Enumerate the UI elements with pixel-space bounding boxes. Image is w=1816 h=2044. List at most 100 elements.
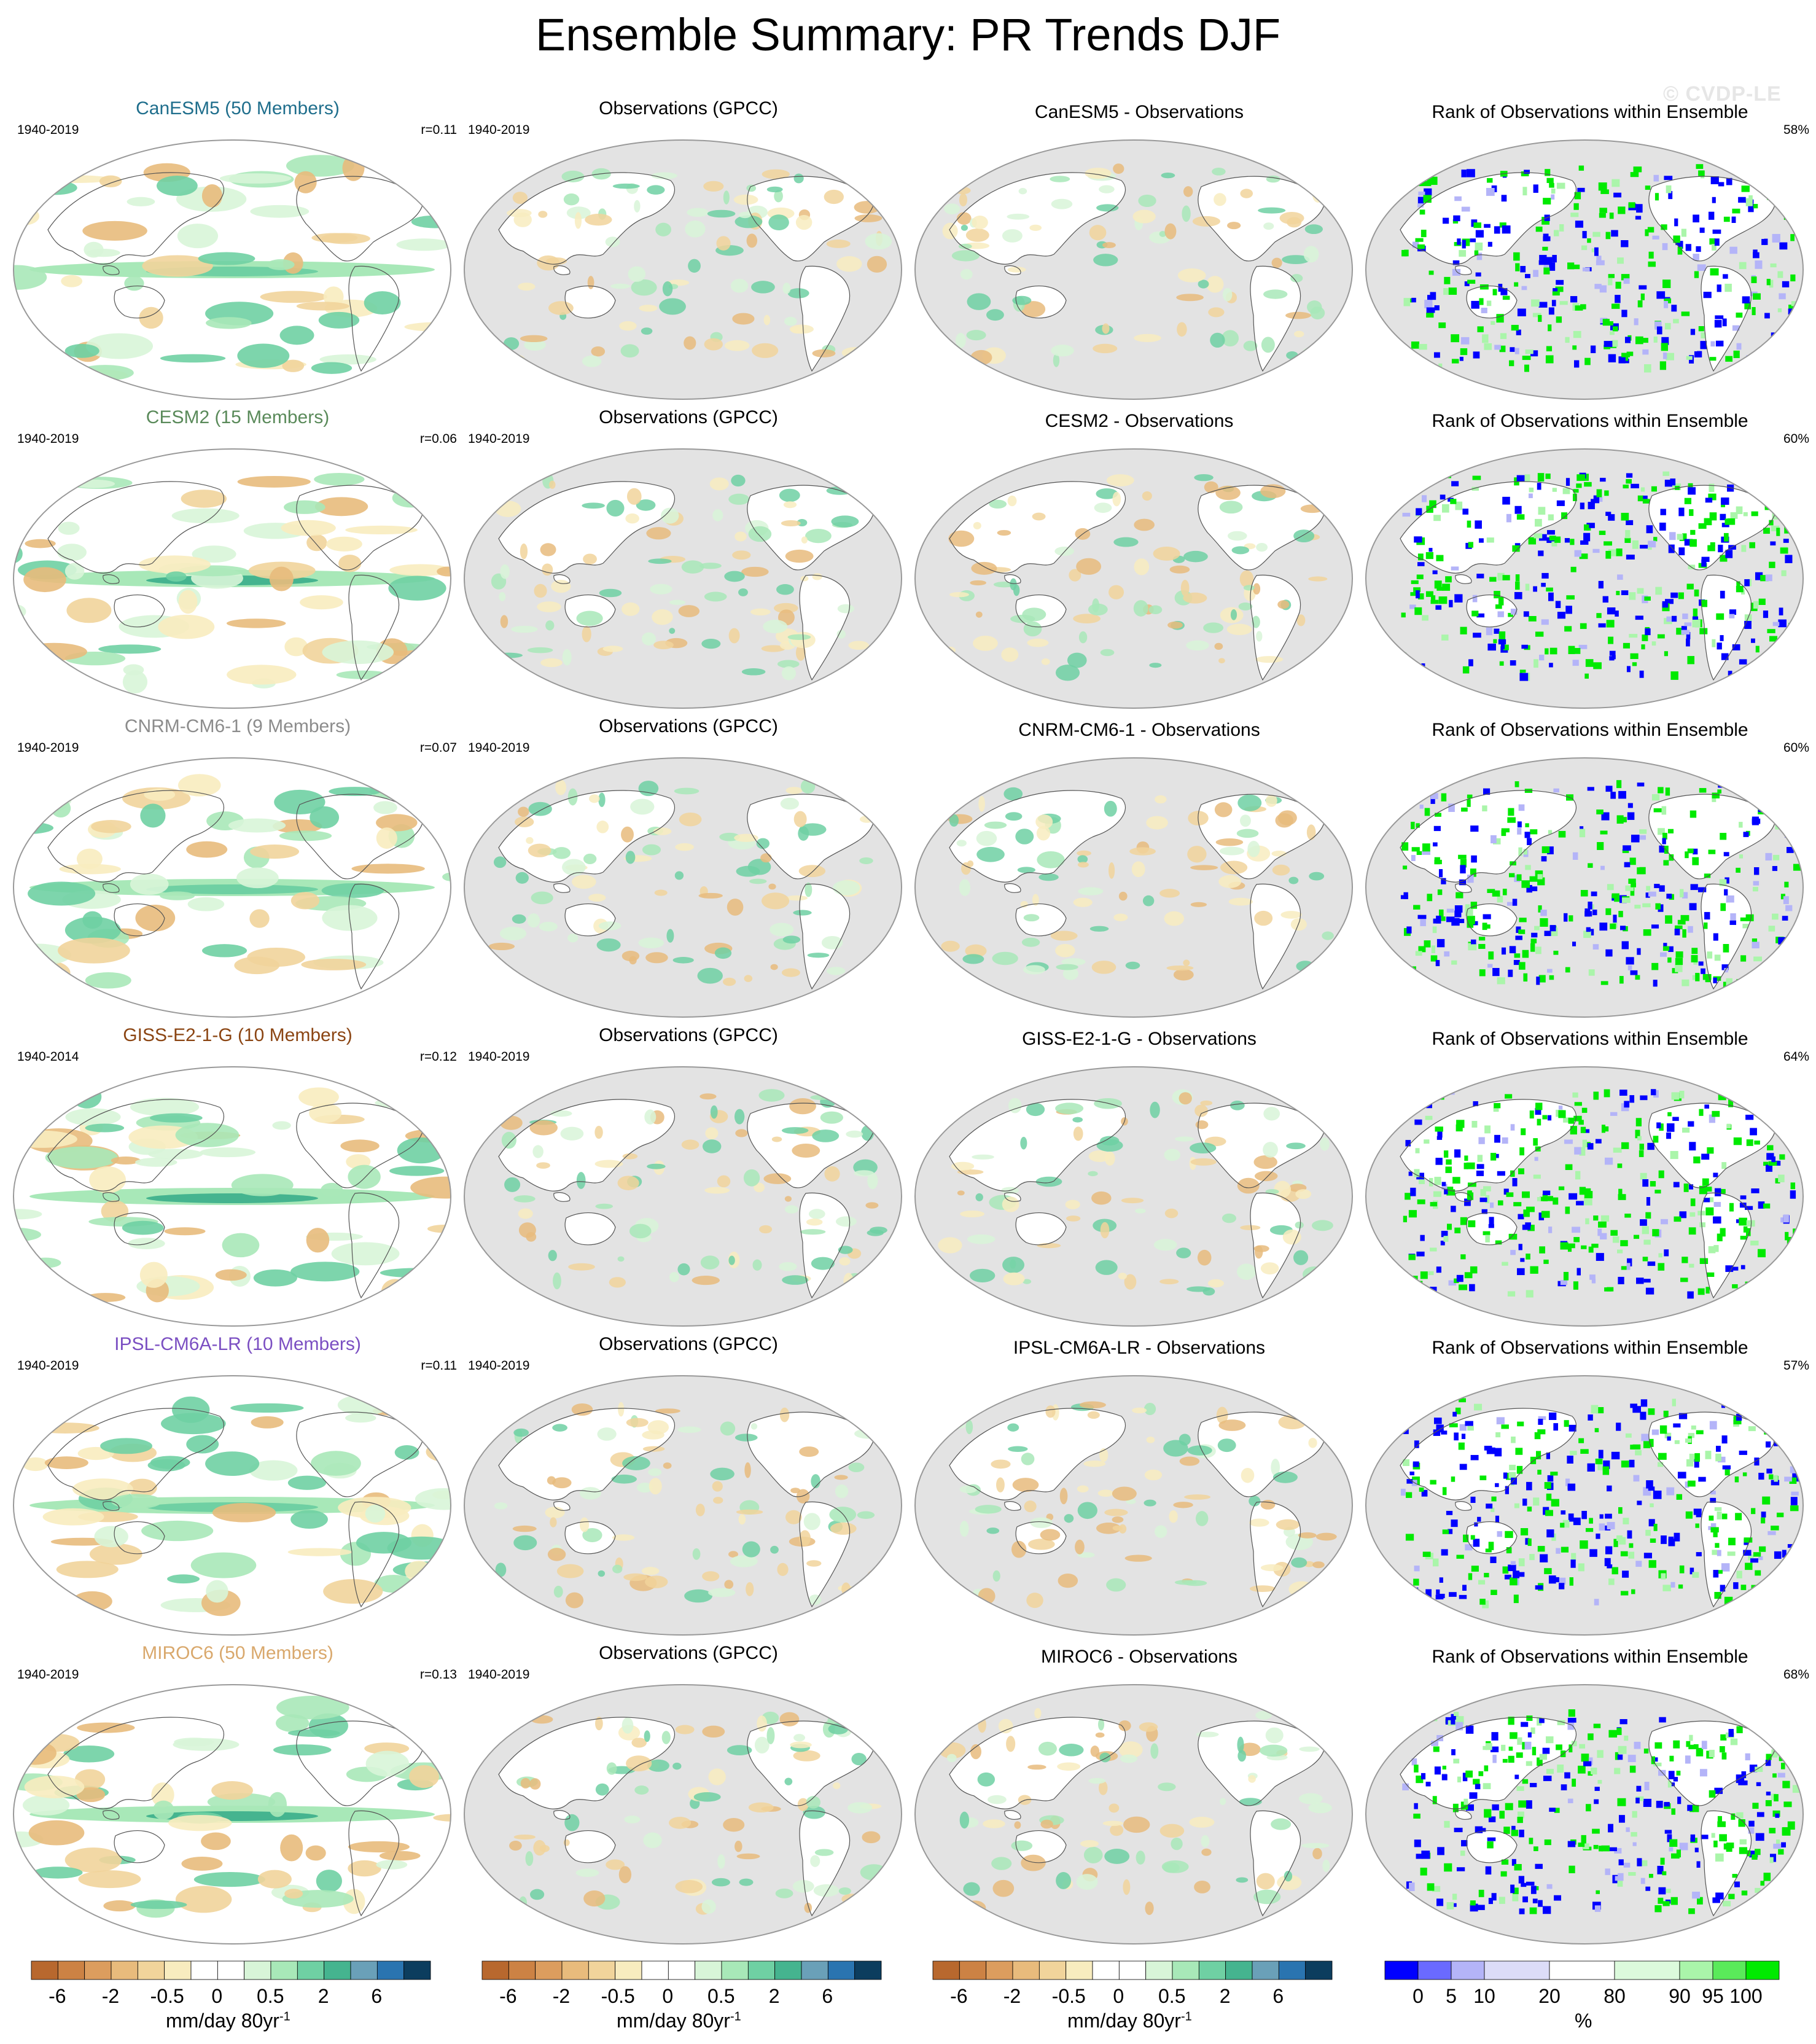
diff-map xyxy=(914,1375,1353,1636)
diff-title: CNRM-CM6-1 - Observations xyxy=(1018,720,1260,740)
colorbar-swatch xyxy=(695,1960,722,1980)
colorbar-swatch xyxy=(1252,1960,1279,1980)
colorbar-swatch xyxy=(959,1960,987,1980)
diff-panel: IPSL-CM6A-LR - Observations xyxy=(913,1334,1366,1643)
colorbar-swatch xyxy=(350,1960,378,1980)
colorbar-tick-label: -6 xyxy=(499,1985,517,2007)
diff-map xyxy=(914,448,1353,709)
rank-map xyxy=(1365,139,1804,400)
colorbar-tick-label: -6 xyxy=(950,1985,968,2007)
obs-panel: Observations (GPCC) 1940-2019 xyxy=(462,716,915,1025)
colorbar-swatch xyxy=(986,1960,1013,1980)
obs-period: 1940-2019 xyxy=(468,1050,530,1064)
diff-panel: CanESM5 - Observations xyxy=(913,98,1366,407)
colorbar-tick-label: 6 xyxy=(371,1985,383,2007)
obs-title: Observations (GPCC) xyxy=(599,407,778,427)
rank-map xyxy=(1365,757,1804,1018)
colorbar-tick-label: -0.5 xyxy=(1051,1985,1086,2007)
rank-title: Rank of Observations within Ensemble xyxy=(1432,1647,1748,1667)
diff-map xyxy=(914,1066,1353,1327)
colorbar-tick-label: 6 xyxy=(1272,1985,1284,2007)
obs-period: 1940-2019 xyxy=(468,1359,530,1373)
model-period: 1940-2019 xyxy=(17,741,79,755)
rank-panel: Rank of Observations within Ensemble 60% xyxy=(1363,716,1816,1025)
colorbar-swatch xyxy=(403,1960,431,1980)
obs-period: 1940-2019 xyxy=(468,123,530,137)
colorbar-swatch xyxy=(270,1960,298,1980)
obs-panel: Observations (GPCC) 1940-2019 xyxy=(462,1334,915,1643)
colorbar-tick-label: -0.5 xyxy=(150,1985,184,2007)
colorbar-tick-label: 0 xyxy=(1113,1985,1124,2007)
obs-title: Observations (GPCC) xyxy=(599,716,778,736)
rank-map xyxy=(1365,1066,1804,1327)
rank-title: Rank of Observations within Ensemble xyxy=(1432,411,1748,431)
colorbar-swatch xyxy=(1451,1960,1485,1980)
diff-map xyxy=(914,757,1353,1018)
trend-colorbar: -6 -2 -0.5 0 0.5 2 6 mm/day 80yr-1 xyxy=(31,1960,431,2032)
colorbar-tick-label: 0.5 xyxy=(707,1985,735,2007)
colorbar-swatch xyxy=(1145,1960,1173,1980)
colorbar-swatch xyxy=(774,1960,802,1980)
rank-title: Rank of Observations within Ensemble xyxy=(1432,720,1748,740)
model-panel: CanESM5 (50 Members) 1940-2019 r=0.11 xyxy=(11,98,464,407)
colorbar-swatch xyxy=(481,1960,509,1980)
colorbar-tick-label: 0 xyxy=(1413,1985,1424,2007)
colorbar-unit: % xyxy=(1575,2010,1592,2032)
colorbar-swatch xyxy=(190,1960,218,1980)
colorbar-swatch xyxy=(1198,1960,1226,1980)
colorbar-swatch xyxy=(217,1960,245,1980)
diff-title: CanESM5 - Observations xyxy=(1034,102,1244,122)
rank-percent: 60% xyxy=(1783,432,1809,446)
colorbar-tick-label: 90 xyxy=(1669,1985,1691,2007)
colorbar-tick-label: -2 xyxy=(1003,1985,1021,2007)
colorbar-swatch xyxy=(31,1960,58,1980)
colorbar-swatch xyxy=(1679,1960,1713,1980)
obs-map xyxy=(464,1066,902,1327)
colorbar-tick-label: 0.5 xyxy=(257,1985,284,2007)
model-title: CanESM5 (50 Members) xyxy=(136,98,340,119)
obs-panel: Observations (GPCC) 1940-2019 xyxy=(462,1025,915,1334)
diff-map xyxy=(914,1684,1353,1945)
pattern-correlation: r=0.06 xyxy=(419,432,457,446)
model-period: 1940-2019 xyxy=(17,1359,79,1373)
colorbar-swatch xyxy=(376,1960,405,1980)
colorbar-tick-label: 2 xyxy=(768,1985,780,2007)
colorbar-swatch xyxy=(641,1960,669,1980)
pattern-correlation: r=0.11 xyxy=(421,1359,457,1373)
model-panel: MIROC6 (50 Members) 1940-2019 r=0.13 xyxy=(11,1643,464,1952)
colorbar-swatch xyxy=(1092,1960,1120,1980)
rank-panel: Rank of Observations within Ensemble 57% xyxy=(1363,1334,1816,1643)
colorbar-swatch xyxy=(615,1960,642,1980)
model-title: CESM2 (15 Members) xyxy=(146,407,330,427)
model-map xyxy=(13,448,451,709)
colorbar-tick-label: 6 xyxy=(822,1985,833,2007)
colorbar-swatch xyxy=(1012,1960,1040,1980)
colorbar-tick-label: 95 xyxy=(1702,1985,1724,2007)
model-map xyxy=(13,1684,451,1945)
colorbar-swatch xyxy=(508,1960,536,1980)
trend-colorbar: -6 -2 -0.5 0 0.5 2 6 mm/day 80yr-1 xyxy=(481,1960,882,2032)
colorbar-swatch xyxy=(1278,1960,1306,1980)
obs-map xyxy=(464,1684,902,1945)
rank-percent: 57% xyxy=(1783,1359,1809,1373)
obs-title: Observations (GPCC) xyxy=(599,1025,778,1045)
colorbar-tick-label: -0.5 xyxy=(601,1985,635,2007)
rank-title: Rank of Observations within Ensemble xyxy=(1432,1338,1748,1358)
model-title: GISS-E2-1-G (10 Members) xyxy=(123,1025,353,1045)
colorbar-swatch xyxy=(668,1960,696,1980)
diff-title: CESM2 - Observations xyxy=(1045,411,1234,431)
obs-title: Observations (GPCC) xyxy=(599,1643,778,1663)
pattern-correlation: r=0.07 xyxy=(419,741,457,755)
colorbar-tick-label: -2 xyxy=(101,1985,120,2007)
colorbar-swatch xyxy=(932,1960,960,1980)
colorbar-tick-label: -6 xyxy=(49,1985,66,2007)
rank-map xyxy=(1365,448,1804,709)
obs-period: 1940-2019 xyxy=(468,1668,530,1682)
colorbar-tick-label: 2 xyxy=(318,1985,329,2007)
rank-panel: Rank of Observations within Ensemble 64% xyxy=(1363,1025,1816,1334)
colorbar-swatch xyxy=(1417,1960,1452,1980)
rank-colorbar: 0 5 10 20 80 90 95 100% xyxy=(1384,1960,1780,2032)
colorbar-swatch xyxy=(801,1960,828,1980)
diff-panel: GISS-E2-1-G - Observations xyxy=(913,1025,1366,1334)
colorbar-swatch xyxy=(1484,1960,1550,1980)
